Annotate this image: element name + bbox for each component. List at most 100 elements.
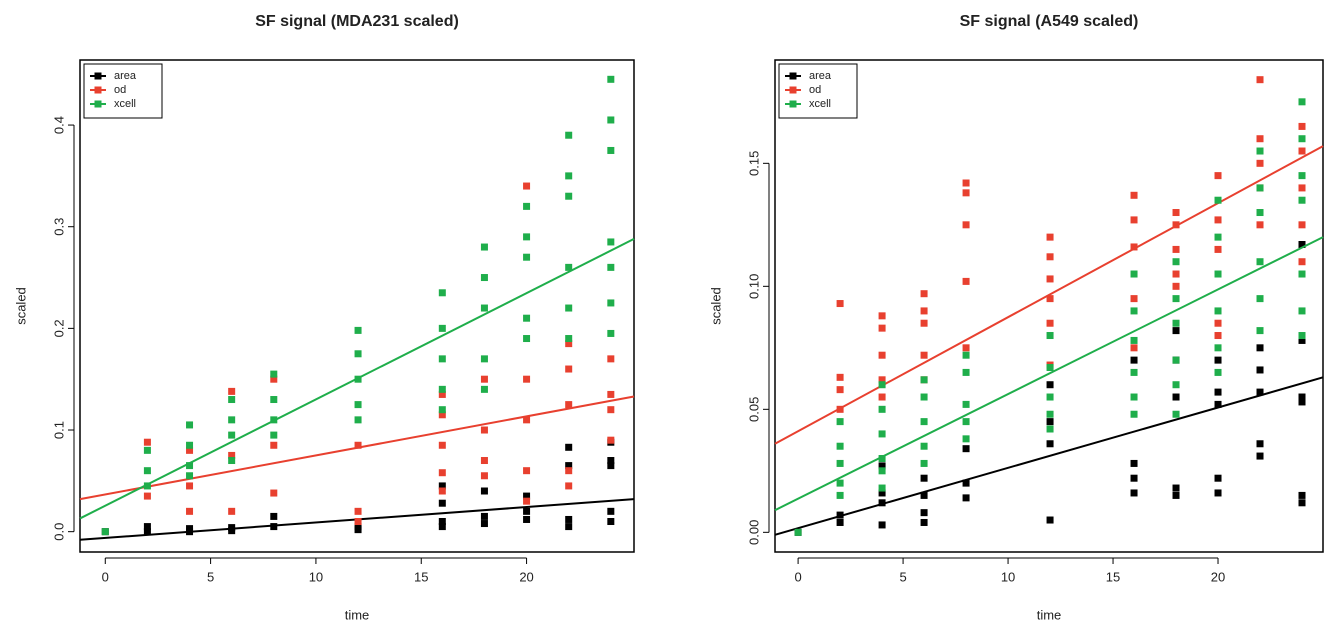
point [480,243,488,251]
x-axis-label: time [345,607,370,622]
y-tick-label: 0.05 [746,397,761,422]
legend-marker [94,72,102,80]
point [143,438,151,446]
y-tick-label: 0.1 [51,421,66,439]
point [270,441,278,449]
point [607,146,615,154]
point [228,451,236,459]
point [1256,184,1264,192]
point [565,515,573,523]
point [1298,491,1306,499]
point [565,263,573,271]
point [1214,196,1222,204]
point [1298,135,1306,143]
point [480,472,488,480]
plot-frame [79,59,635,553]
point [1256,76,1264,84]
point [438,406,446,414]
point [1130,307,1138,315]
point [1130,216,1138,224]
point [1172,393,1180,401]
point [878,484,886,492]
point [438,289,446,297]
point [1130,474,1138,482]
y-tick-label: 0.10 [746,274,761,299]
point [354,326,362,334]
point [1298,147,1306,155]
legend-label: area [114,70,137,82]
point [1172,282,1180,290]
point [1214,474,1222,482]
point [354,441,362,449]
point [1130,410,1138,418]
point [607,116,615,124]
point [228,507,236,515]
point [1256,258,1264,266]
point [878,462,886,470]
point [1130,295,1138,303]
point [523,515,531,523]
point [143,528,151,536]
point [228,431,236,439]
point [1046,516,1054,524]
y-tick-label: 0.0 [51,523,66,541]
point [1214,400,1222,408]
point [1172,258,1180,266]
point [1130,270,1138,278]
point [794,528,802,536]
legend-label: xcell [114,98,136,110]
point [878,499,886,507]
point [186,421,194,429]
point [565,172,573,180]
point [920,351,928,359]
point [836,518,844,526]
point [1130,459,1138,467]
point [565,467,573,475]
point [1298,307,1306,315]
point [523,497,531,505]
point [1298,221,1306,229]
point [607,436,615,444]
legend: area od xcell [778,63,858,119]
point [480,274,488,282]
point [1214,270,1222,278]
point [1172,484,1180,492]
point [438,469,446,477]
point [962,435,970,443]
point [354,523,362,531]
point [1172,319,1180,327]
point [1256,147,1264,155]
point [1214,216,1222,224]
point [523,335,531,343]
point [1130,243,1138,251]
point [607,406,615,414]
point [186,462,194,470]
point [228,527,236,535]
legend-label: od [114,84,126,96]
y-tick-label: 0.3 [51,218,66,236]
point [836,479,844,487]
point [962,368,970,376]
point [1172,327,1180,335]
point [836,300,844,308]
point [565,304,573,312]
point [438,355,446,363]
point [354,507,362,515]
point [270,431,278,439]
point [186,441,194,449]
point [565,340,573,348]
point [565,401,573,409]
point [438,523,446,531]
point [228,457,236,465]
point [101,528,109,536]
point [1130,356,1138,364]
x-tick-label: 10 [1001,569,1015,584]
point [270,523,278,531]
point [878,312,886,320]
y-axis-label: scaled [13,287,28,325]
legend-marker [94,86,102,94]
plot-frame [774,59,1324,553]
y-tick-label: 0.00 [746,520,761,545]
